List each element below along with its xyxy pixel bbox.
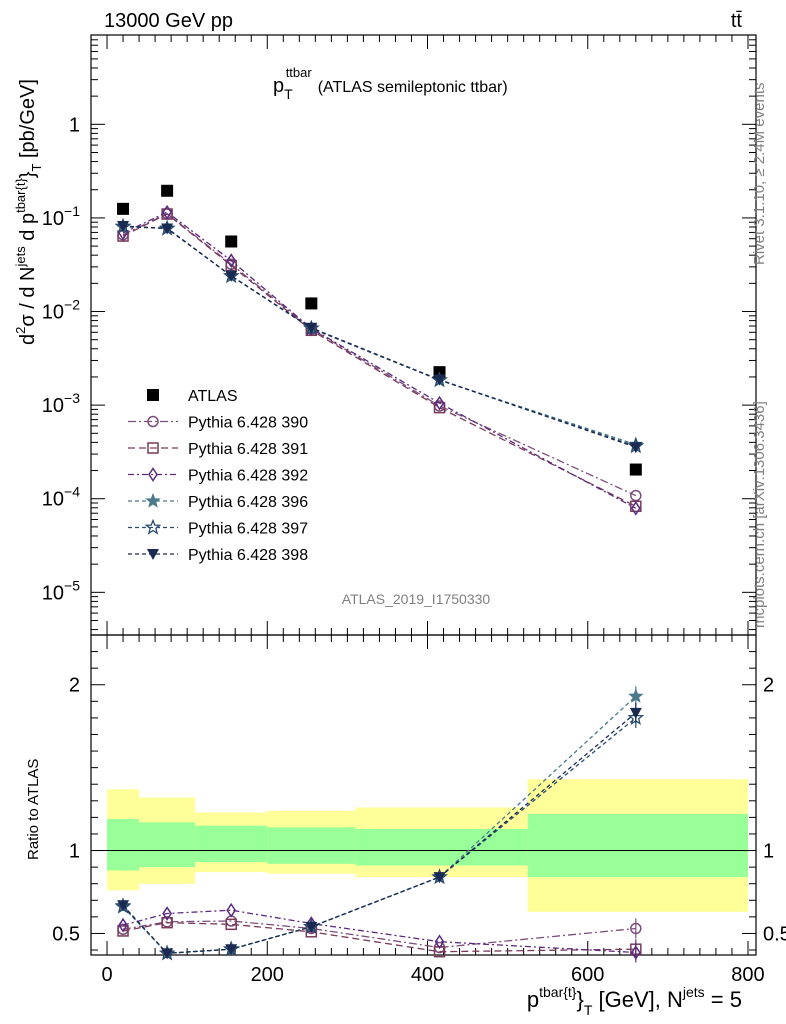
ratio-series-line	[122, 920, 636, 949]
ratio-y-tick-label-left: 1	[69, 841, 80, 863]
legend-label: Pythia 6.428 390	[188, 415, 308, 432]
band-inner-4	[355, 828, 528, 866]
ratio-plot-frame	[90, 634, 757, 956]
y-tick-label: 1	[69, 114, 80, 136]
energy-label: 13000 GeV pp	[104, 10, 233, 32]
y-tick-label: 10−3	[42, 390, 80, 417]
process-label: tt̄	[731, 10, 743, 32]
data-point	[226, 253, 237, 268]
series-pythia-398	[117, 220, 642, 454]
data-point	[117, 202, 130, 215]
legend-marker	[147, 389, 159, 401]
legend-label: Pythia 6.428 392	[188, 468, 308, 485]
data-point	[161, 184, 174, 197]
band-inner-1	[139, 822, 196, 868]
data-point	[117, 220, 130, 232]
ratio-y-ticks	[91, 634, 756, 951]
ratio-point	[161, 948, 174, 960]
ratio-y-tick-label-left: 0.5	[52, 923, 80, 945]
data-point	[630, 489, 642, 502]
x-tick-label: 200	[251, 964, 284, 986]
data-point	[433, 374, 446, 386]
ratio-point	[305, 921, 318, 933]
ratio-series-line	[122, 922, 636, 953]
ratio-series-pythia-398	[117, 702, 642, 960]
series-line	[122, 225, 637, 448]
legend-marker	[145, 492, 161, 508]
legend-marker	[148, 467, 158, 482]
ratio-point	[433, 872, 446, 884]
data-point	[305, 297, 318, 310]
x-ticks	[106, 35, 749, 955]
mcplots-source-label: mcplots.cern.ch [arXiv:1306.3436]	[751, 401, 768, 628]
ratio-point	[161, 916, 173, 929]
ratio-point	[162, 906, 173, 921]
uncertainty-bands	[107, 779, 748, 912]
series-line	[122, 213, 637, 507]
ratio-y-axis-label: Ratio to ATLAS	[25, 759, 42, 860]
y-tick-label: 10−2	[42, 297, 80, 324]
series-pythia-392	[118, 204, 641, 516]
data-point	[629, 442, 642, 454]
data-point	[225, 235, 238, 248]
y-tick-label: 10−4	[42, 484, 80, 511]
x-tick-label: 0	[101, 964, 112, 986]
ratio-point	[225, 944, 238, 956]
legend-marker	[144, 518, 162, 535]
ratio-point	[226, 902, 237, 918]
rivet-version-label: Rivet 3.1.10, ≥ 2.4M events	[751, 83, 768, 266]
analysis-id: ATLAS_2019_I1750330	[342, 591, 491, 607]
band-inner-3	[267, 827, 356, 864]
ratio-series-pythia-392	[118, 902, 641, 963]
ratio-series-pythia-390	[117, 915, 642, 954]
band-inner-0	[107, 819, 140, 871]
x-tick-label: 400	[411, 964, 444, 986]
legend-marker	[147, 549, 159, 560]
ratio-series-line	[122, 712, 637, 954]
data-point	[434, 395, 445, 411]
ratio-y-tick-label-right: 0.5	[763, 923, 786, 945]
ratio-point	[118, 917, 128, 933]
data-point	[305, 322, 318, 334]
series-line	[122, 211, 637, 509]
x-tick-label: 600	[571, 964, 604, 986]
series-pythia-391	[117, 208, 642, 513]
legend-label: Pythia 6.428 398	[188, 547, 308, 564]
ratio-point	[117, 900, 130, 912]
series-atlas	[117, 184, 642, 476]
ratio-point	[117, 925, 129, 937]
main-y-ticks	[91, 34, 756, 631]
legend-label: Pythia 6.428 397	[188, 521, 308, 538]
y-tick-label: 10−1	[42, 203, 80, 230]
ratio-y-tick-label-right: 1	[763, 841, 774, 863]
data-point	[162, 204, 173, 220]
legend-label: Pythia 6.428 391	[188, 441, 308, 458]
data-point	[629, 463, 642, 476]
data-point	[161, 223, 174, 235]
legend-marker	[147, 415, 159, 428]
plot-title: pTttbar(ATLAS semileptonic ttbar)	[273, 65, 508, 102]
series-line	[122, 225, 637, 447]
series-line	[122, 212, 637, 497]
data-point	[225, 270, 238, 282]
series-line	[122, 226, 637, 446]
ratio-y-tick-label-right: 2	[763, 675, 774, 697]
y-tick-label: 10−5	[42, 577, 80, 604]
band-inner-2	[195, 825, 268, 863]
main-plot-frame	[90, 34, 757, 636]
legend: ATLAS Pythia 6.428 390 Pythia 6.428 391 Pyt…	[128, 388, 308, 564]
data-point	[630, 500, 641, 516]
x-axis-label: ptbar{t}}T [GeV], Njets = 5	[527, 984, 742, 1018]
ratio-y-tick-label-left: 2	[69, 675, 80, 697]
ratio-series-line	[122, 909, 636, 954]
x-tick-label: 800	[731, 964, 764, 986]
ratio-point	[225, 918, 237, 931]
legend-label: ATLAS	[188, 388, 238, 405]
band-inner-5	[527, 814, 748, 878]
main-y-axis-label: d2σ / d Njets d ptbar{t}}T [pb/GeV]	[13, 79, 44, 345]
ratio-point	[434, 934, 445, 950]
legend-label: Pythia 6.428 396	[188, 494, 308, 511]
legend-marker	[147, 442, 159, 454]
